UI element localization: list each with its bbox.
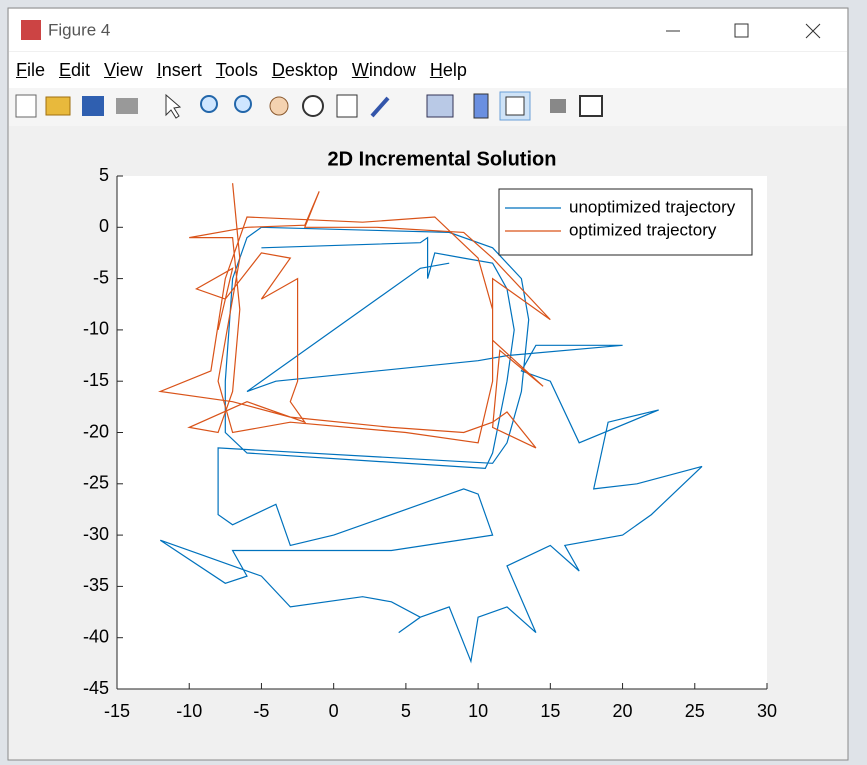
chart-title: 2D Incremental Solution (328, 148, 557, 170)
data-cursor-icon[interactable] (336, 94, 358, 118)
print-icon[interactable] (116, 98, 138, 114)
menu-item[interactable]: File (16, 60, 46, 80)
y-tick-label: -30 (83, 524, 109, 544)
pan-icon[interactable] (269, 96, 289, 116)
menu-item[interactable]: Insert (156, 60, 202, 80)
legend-label: optimized trajectory (569, 220, 717, 239)
y-tick-label: 0 (99, 216, 109, 236)
x-tick-label: 30 (757, 701, 777, 721)
legend-box (498, 188, 753, 256)
y-tick-label: 5 (99, 165, 109, 185)
select-icon[interactable] (165, 93, 182, 119)
y-tick-label: -5 (93, 267, 109, 287)
colorbar-icon[interactable] (473, 93, 489, 119)
legend-label: unoptimized trajectory (569, 197, 736, 216)
y-tick-label: -15 (83, 370, 109, 390)
trajectory-line (158, 183, 551, 449)
x-tick-label: 25 (685, 701, 705, 721)
x-tick-label: 15 (540, 701, 560, 721)
legend-icon[interactable] (505, 96, 525, 116)
close-button[interactable] (805, 23, 821, 39)
window-title: Figure 4 (48, 20, 110, 39)
rotate-icon[interactable] (302, 95, 324, 117)
y-tick-label: -10 (83, 319, 109, 339)
x-tick-label: 20 (613, 701, 633, 721)
y-tick-label: -25 (83, 473, 109, 493)
y-tick-label: -20 (83, 421, 109, 441)
y-tick-label: -35 (83, 575, 109, 595)
title-bar (9, 9, 847, 51)
x-tick-label: -15 (104, 701, 130, 721)
maximize-button[interactable] (734, 23, 749, 38)
zoom-out-icon[interactable] (234, 95, 252, 113)
brush-icon[interactable] (370, 96, 390, 118)
menu-item[interactable]: Tools (215, 60, 258, 80)
hide-tools-icon[interactable] (550, 99, 566, 113)
chart: 2D Incremental Solution -15 -10 -5 0 5 10 15 20… (83, 148, 777, 720)
x-tick-label: -10 (176, 701, 202, 721)
x-tick-label: 5 (401, 701, 411, 721)
x-tick-label: 10 (468, 701, 488, 721)
menu-item[interactable]: Desktop (271, 60, 338, 80)
toolbar-icons (15, 91, 603, 121)
zoom-in-icon[interactable] (200, 95, 218, 113)
trajectory-line (159, 226, 703, 664)
open-icon[interactable] (45, 96, 71, 116)
menu-bar (9, 52, 847, 88)
y-tick-label: -40 (83, 626, 109, 646)
link-icon[interactable] (426, 94, 454, 118)
app-icon (21, 20, 41, 40)
new-icon[interactable] (15, 94, 37, 118)
menu-item[interactable]: View (104, 60, 143, 80)
y-tick-label: -45 (83, 678, 109, 698)
x-tick-label: -5 (253, 701, 269, 721)
menu-item[interactable]: Help (429, 60, 467, 80)
menu-item[interactable]: Edit (59, 60, 91, 80)
x-tick-label: 0 (329, 701, 339, 721)
menu-item[interactable]: Window (351, 60, 416, 80)
save-icon[interactable] (82, 96, 104, 116)
dock-icon[interactable] (579, 95, 603, 117)
menu: File Edit View Insert Tools Desktop Window Help (16, 58, 481, 83)
